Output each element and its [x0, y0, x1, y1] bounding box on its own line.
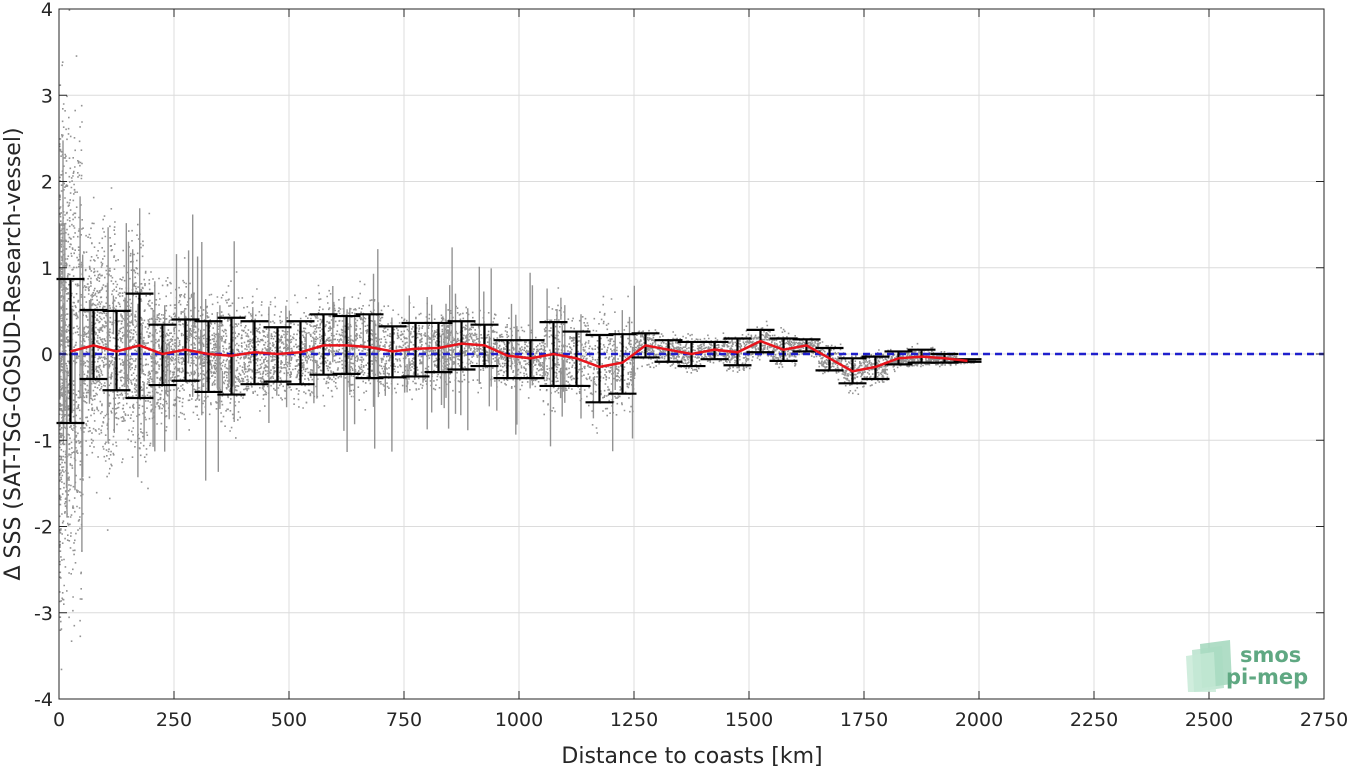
logo-shape-front — [1186, 652, 1216, 692]
tick-labels: 0 250 500 750 1000 1250 1500 1750 2000 2250 2500 27… — [34, 0, 1348, 731]
mean-line-group — [70, 339, 968, 373]
x-tick-label: 2000 — [955, 709, 1003, 731]
x-axis-label: Distance to coasts [km] — [561, 744, 822, 768]
y-axis-label: Δ SSS (SAT-TSG-GOSUD-Research-vessel) — [1, 127, 26, 580]
y-tick-label: 3 — [41, 85, 53, 107]
error-bars — [56, 277, 982, 425]
logo-text-smos: smos — [1240, 643, 1301, 667]
y-tick-label: 0 — [41, 344, 53, 366]
y-tick-label: -2 — [34, 517, 53, 539]
axes — [58, 8, 1325, 700]
y-tick-label: 4 — [41, 0, 53, 21]
y-tick-label: 2 — [41, 172, 53, 194]
smos-pi-mep-logo: smos pi-mep — [1186, 640, 1308, 692]
x-tick-label: 1000 — [495, 709, 543, 731]
x-tick-label: 2750 — [1300, 709, 1348, 731]
y-tick-label: -3 — [34, 603, 53, 625]
x-tick-label: 1250 — [610, 709, 658, 731]
mean-line — [70, 339, 968, 373]
x-tick-label: 2500 — [1185, 709, 1233, 731]
logo-text-pi-mep: pi-mep — [1226, 665, 1308, 689]
y-tick-label: 1 — [41, 258, 53, 280]
x-tick-label: 2250 — [1070, 709, 1118, 731]
x-tick-label: 1500 — [725, 709, 773, 731]
x-tick-label: 1750 — [840, 709, 888, 731]
x-tick-label: 750 — [386, 709, 422, 731]
y-tick-label: -4 — [34, 689, 53, 711]
x-tick-label: 500 — [271, 709, 307, 731]
x-tick-label: 0 — [53, 709, 65, 731]
y-tick-label: -1 — [34, 430, 53, 452]
x-tick-label: 250 — [156, 709, 192, 731]
